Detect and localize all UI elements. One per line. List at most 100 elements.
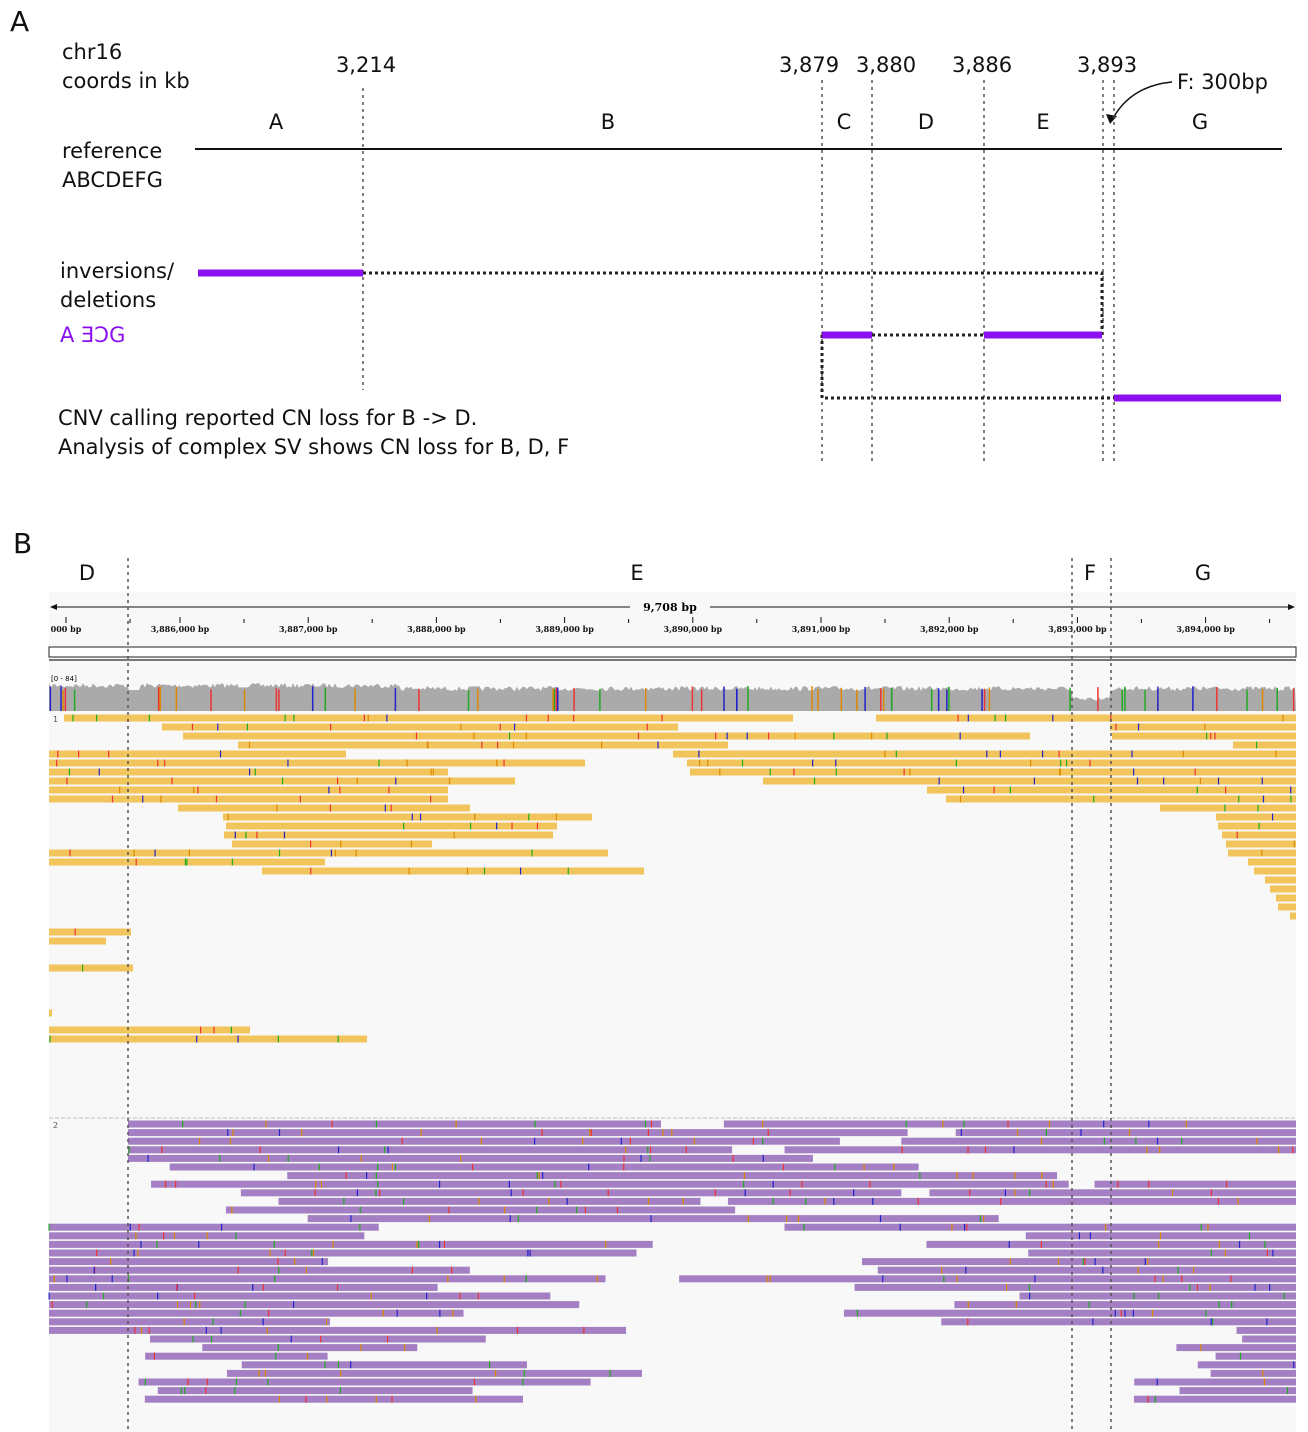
ruler-tick-label: 3,890,000 bp	[664, 624, 723, 634]
read	[287, 1172, 1057, 1179]
read	[1278, 904, 1296, 911]
read	[183, 733, 1030, 740]
read	[1216, 814, 1296, 821]
ruler-tick-label: 3,888,000 bp	[407, 624, 466, 634]
read	[1276, 895, 1296, 902]
ruler-tick-label: 3,893,000 bp	[1048, 624, 1107, 634]
reference-label: ABCDEFG	[62, 168, 163, 192]
read	[226, 823, 557, 830]
ruler-tick-label: 3,887,000 bp	[279, 624, 338, 634]
read	[1176, 1344, 1296, 1351]
ruler-tick-label: 3,892,000 bp	[920, 624, 979, 634]
junction	[822, 335, 1114, 398]
read	[1226, 841, 1296, 848]
read	[1134, 1396, 1296, 1403]
read	[49, 769, 448, 776]
read	[1160, 805, 1296, 812]
group-label: 1	[53, 715, 58, 724]
read	[49, 1327, 626, 1334]
read	[49, 796, 448, 803]
read	[728, 1198, 1296, 1205]
read	[855, 1284, 1296, 1291]
read	[49, 938, 106, 945]
read	[1095, 1181, 1296, 1188]
read	[49, 1224, 379, 1231]
segment: B	[601, 110, 615, 134]
read	[49, 1275, 606, 1282]
read	[128, 1146, 732, 1153]
read	[224, 832, 553, 839]
read	[49, 1310, 464, 1317]
read	[226, 1207, 735, 1214]
ruler-tick-label: 3,886,000 bp	[151, 624, 210, 634]
read	[1270, 886, 1296, 893]
read	[1134, 1379, 1296, 1386]
read	[956, 1129, 1296, 1136]
read	[278, 1198, 700, 1205]
read	[49, 929, 131, 936]
ruler-tick-label: 3,889,000 bp	[535, 624, 594, 634]
inversions-label: deletions	[60, 288, 156, 312]
f-note: F: 300bp	[1177, 70, 1268, 94]
junction	[363, 273, 1102, 335]
read	[170, 1164, 919, 1171]
read	[1020, 1293, 1296, 1300]
coord: 3,893	[1077, 53, 1137, 77]
ruler-tick-label: 3,891,000 bp	[792, 624, 851, 634]
read	[1254, 868, 1296, 875]
read	[724, 1121, 1296, 1128]
read	[49, 1036, 367, 1043]
read	[1242, 1336, 1296, 1343]
read	[241, 1189, 901, 1196]
read	[878, 1267, 1296, 1274]
read	[1216, 1353, 1296, 1360]
read	[158, 1387, 473, 1394]
ruler-tick-label: 3,894,000 bp	[1176, 624, 1235, 634]
read	[1028, 1250, 1296, 1257]
read	[49, 1267, 470, 1274]
read	[128, 1155, 813, 1162]
read	[954, 1301, 1296, 1308]
read	[1222, 832, 1296, 839]
derived-label: A ƎↃG	[60, 323, 125, 347]
read	[151, 1181, 1069, 1188]
read	[162, 724, 678, 731]
read	[1198, 1361, 1296, 1368]
read	[128, 1121, 661, 1128]
read	[49, 1284, 438, 1291]
panel-a: A chr16 coords in kb 3,214 3,879 3,880 3…	[10, 5, 1282, 465]
coord: 3,880	[856, 53, 916, 77]
coord: 3,214	[336, 53, 396, 77]
read	[690, 769, 1296, 776]
coord: 3,879	[779, 53, 839, 77]
coords-note: coords in kb	[62, 69, 190, 93]
read	[308, 1215, 999, 1222]
read	[785, 1224, 1296, 1231]
read	[49, 850, 608, 857]
panel-label: B	[13, 527, 32, 560]
read	[901, 1138, 1296, 1145]
locus-box	[49, 647, 1296, 657]
read	[232, 841, 432, 848]
read	[227, 1370, 642, 1377]
read	[687, 760, 1296, 767]
figure: A chr16 coords in kb 3,214 3,879 3,880 3…	[0, 0, 1308, 1432]
segment: G	[1192, 110, 1208, 134]
segment: E	[630, 561, 643, 585]
read	[238, 742, 728, 749]
chrom: chr16	[62, 40, 122, 64]
inversions-label: inversions/	[60, 259, 175, 283]
segment: C	[837, 110, 852, 134]
read	[145, 1396, 523, 1403]
read	[49, 1010, 52, 1017]
segment: F	[1084, 561, 1096, 585]
read	[679, 1275, 1296, 1282]
read	[49, 1250, 637, 1257]
read	[128, 1138, 840, 1145]
read	[1237, 1327, 1296, 1334]
read	[929, 1189, 1296, 1196]
coord: 3,886	[952, 53, 1012, 77]
read	[49, 1027, 250, 1034]
read	[1110, 724, 1296, 731]
